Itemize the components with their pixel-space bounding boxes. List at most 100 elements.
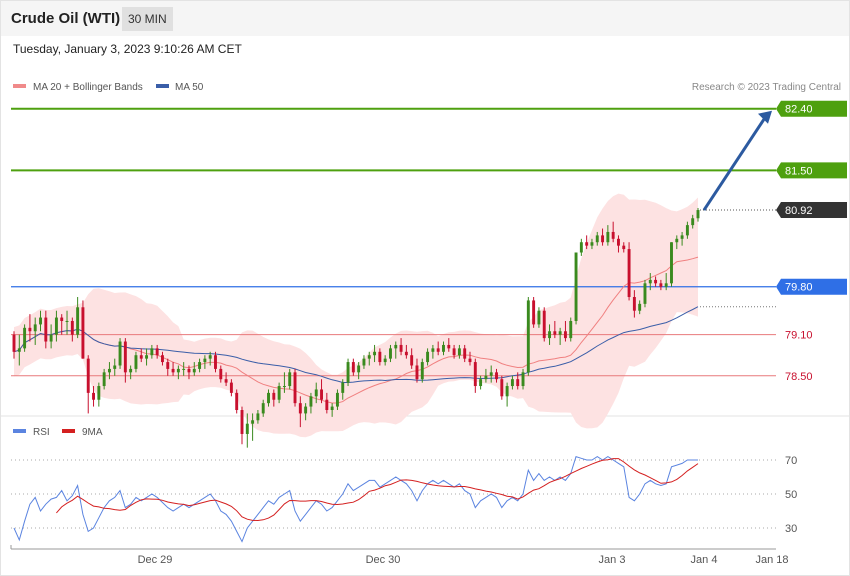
candle	[182, 362, 186, 376]
x-tick-label: Jan 3	[599, 554, 626, 566]
candle	[463, 344, 467, 363]
candle	[399, 338, 403, 356]
candle	[304, 403, 308, 421]
candle-body	[675, 238, 679, 243]
level-label-support-1: 79.10	[785, 330, 813, 342]
candle	[590, 238, 594, 250]
candle	[320, 379, 323, 404]
candle	[442, 341, 445, 356]
candle	[415, 358, 419, 383]
candle	[351, 358, 355, 376]
candle-body	[118, 341, 122, 366]
candle-body	[447, 344, 451, 349]
rsi-legend-label: RSI	[33, 427, 50, 438]
candle-body	[76, 307, 80, 335]
candle	[28, 314, 32, 342]
candle-body	[293, 372, 297, 404]
candle-body	[558, 331, 562, 335]
candle	[595, 231, 599, 246]
candle-body	[468, 358, 472, 363]
candle	[659, 279, 663, 291]
target-arrow-head	[758, 110, 772, 124]
candle	[500, 375, 504, 400]
candle-body	[638, 303, 642, 311]
candle	[617, 235, 620, 253]
candle	[70, 317, 74, 342]
candle-body	[617, 238, 620, 246]
candle	[680, 231, 684, 246]
ma20-legend-swatch	[13, 84, 26, 88]
candle	[272, 389, 276, 407]
x-tick-label: Dec 29	[138, 554, 173, 566]
candle-body	[129, 368, 133, 373]
candle-body	[335, 392, 339, 407]
candle	[606, 225, 610, 246]
candle	[198, 358, 202, 373]
candle-body	[622, 245, 626, 250]
candle	[335, 389, 339, 410]
candle-body	[224, 379, 228, 383]
candle-body	[65, 320, 69, 322]
candle	[431, 344, 435, 359]
candle	[235, 389, 239, 414]
candle	[145, 348, 149, 366]
candle-body	[272, 392, 276, 400]
candle-body	[452, 348, 456, 356]
candle-body	[314, 389, 318, 397]
candle-body	[495, 372, 498, 380]
candle	[495, 368, 498, 383]
rsi-ma-line	[56, 458, 699, 522]
candle	[643, 279, 647, 308]
candle	[362, 355, 366, 369]
candle-body	[187, 368, 191, 373]
candle-body	[277, 386, 281, 400]
level-label-support-2: 78.50	[785, 371, 813, 383]
candle-body	[606, 231, 610, 243]
rsi-tick-label: 50	[785, 489, 797, 501]
candle-body	[426, 351, 430, 363]
candle	[622, 242, 626, 253]
level-label-box-resistance-1	[776, 162, 847, 179]
candle-body	[351, 362, 355, 373]
candle-body	[54, 317, 58, 335]
candle-body	[611, 231, 615, 239]
candle	[155, 344, 159, 359]
candle-body	[298, 403, 302, 414]
candle	[325, 392, 329, 414]
candle	[537, 307, 541, 328]
candle-body	[378, 351, 382, 363]
candle-body	[537, 310, 541, 325]
candle-body	[251, 420, 255, 424]
candle	[632, 290, 636, 318]
level-label-resistance-2: 82.40	[785, 104, 813, 116]
level-label-box-pivot	[776, 278, 847, 295]
candle-body	[420, 362, 424, 380]
candle	[420, 358, 424, 383]
candle-body	[92, 392, 95, 400]
candle	[214, 351, 217, 373]
candle	[526, 297, 530, 376]
candle-body	[229, 382, 233, 393]
timeframe-badge[interactable]: 30 MIN	[122, 7, 173, 31]
x-tick-label: Jan 4	[691, 554, 718, 566]
candle-body	[97, 386, 101, 400]
level-label-box-resistance-2	[776, 100, 847, 117]
candle	[457, 344, 461, 359]
candle	[240, 406, 244, 445]
candle-body	[548, 331, 551, 339]
candle	[256, 410, 260, 424]
chart-datetime: Tuesday, January 3, 2023 9:10:26 AM CET	[13, 42, 242, 56]
candle	[341, 379, 345, 400]
candle-body	[373, 351, 377, 356]
candle-body	[235, 392, 239, 410]
candle-body	[691, 218, 695, 226]
candle-body	[516, 379, 520, 387]
candle-body	[304, 406, 308, 414]
x-tick-label: Jan 18	[755, 554, 788, 566]
candle-body	[404, 351, 408, 356]
candle	[203, 355, 207, 369]
candle-body	[28, 327, 32, 332]
candle-body	[288, 372, 292, 387]
candle	[489, 365, 493, 383]
candle-body	[219, 368, 223, 380]
